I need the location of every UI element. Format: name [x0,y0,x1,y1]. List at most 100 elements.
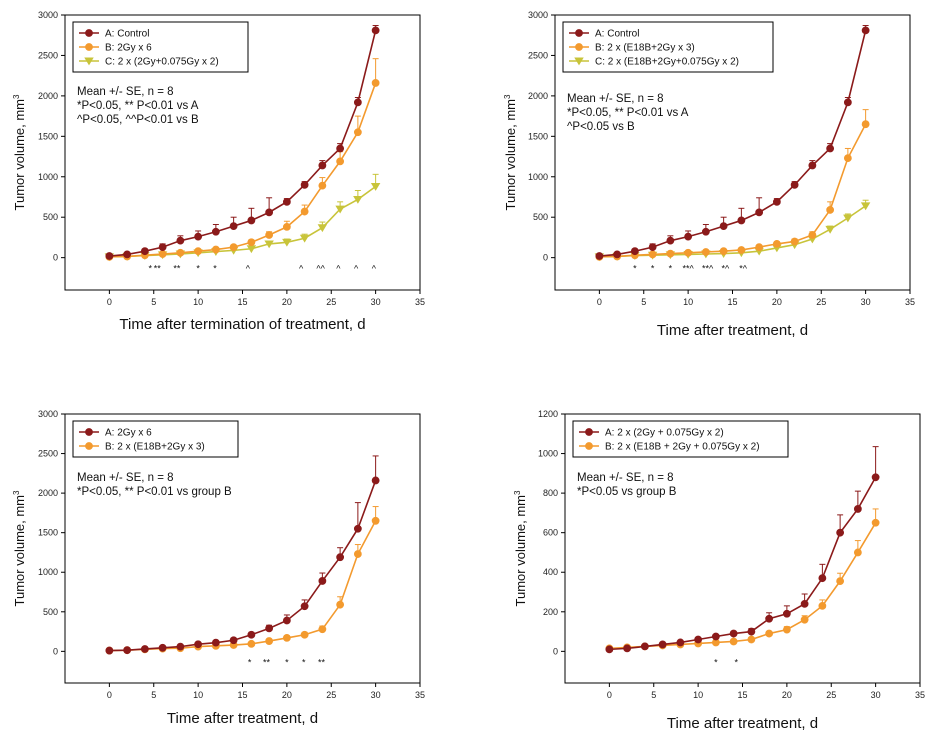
x-axis-label: Time after treatment, d [667,715,818,732]
stats-note: Mean +/- SE, n = 8 [77,472,174,484]
y-tick-label: 2500 [38,449,58,459]
data-point [158,643,167,652]
data-point [843,154,852,163]
data-point [176,248,185,257]
significance-mark: **^ [683,264,695,274]
significance-mark: ^^ [316,264,325,274]
data-point [630,247,639,256]
legend-marker [85,428,93,436]
y-tick-label: 1500 [528,131,548,141]
series-group [105,58,380,261]
y-tick-label: 0 [543,253,548,263]
stats-note: *P<0.05, ** P<0.01 vs A [77,100,199,112]
data-point [613,250,622,259]
data-point [282,616,291,625]
stats-note: ^P<0.05 vs B [567,121,635,133]
x-tick-label: 5 [151,297,156,307]
data-point [825,225,835,234]
data-point [684,232,693,241]
data-point [336,553,345,562]
data-point [790,180,799,189]
series-line [599,205,867,258]
y-tick-label: 1000 [38,172,58,182]
significance-mark: ^ [336,264,341,274]
significance-mark: **^ [702,264,714,274]
significance-mark: * [735,657,739,667]
y-axis-label: Tumor volume, mm3 [12,490,27,606]
data-point [818,574,827,583]
y-tick-label: 1500 [38,131,58,141]
data-point [711,632,720,641]
legend-entry-label: A: 2 x (2Gy + 0.075Gy x 2) [605,428,724,439]
x-tick-label: 25 [826,690,836,700]
data-point [353,195,363,204]
x-axis-label: Time after treatment, d [657,322,808,339]
significance-mark: * [248,657,252,667]
data-point [318,161,327,170]
y-tick-label: 3000 [528,10,548,20]
data-point [800,599,809,608]
data-point [371,79,380,87]
legend-entry-label: B: 2 x (E18B+2Gy x 3) [595,43,695,54]
data-point [336,600,345,609]
legend-entry-label: C: 2 x (E18B+2Gy+0.075Gy x 2) [595,57,739,68]
significance-mark: ** [263,657,271,667]
data-point [747,627,756,636]
x-tick-label: 15 [737,690,747,700]
data-point [265,624,274,633]
series-line [109,520,377,652]
stats-note: Mean +/- SE, n = 8 [567,93,664,105]
data-point [640,642,649,651]
data-point [701,227,710,236]
data-point [765,614,774,623]
x-tick-label: 30 [861,297,871,307]
series-group [605,446,880,654]
legend-marker [575,29,583,37]
legend-marker [85,442,93,450]
series-line [109,82,377,258]
legend-entry-label: A: Control [105,29,149,40]
x-tick-label: 0 [107,690,112,700]
stats-note: ^P<0.05, ^^P<0.01 vs B [77,114,199,126]
legend-marker [575,43,583,51]
legend-box [72,21,249,73]
data-point [247,639,256,648]
series-group [105,506,380,655]
series-line [609,476,877,651]
y-tick-label: 1000 [38,567,58,577]
x-axis-label: Time after treatment, d [167,710,318,727]
y-tick-label: 2000 [38,91,58,101]
x-tick-label: 35 [915,690,925,700]
data-point [318,577,327,585]
data-point [595,252,604,260]
data-point [371,26,380,35]
x-tick-label: 20 [772,297,782,307]
legend-entry-label: B: 2 x (E18B+2Gy x 3) [105,442,205,453]
x-tick-label: 15 [237,690,247,700]
data-point [729,629,738,638]
legend-marker [585,428,593,436]
data-point [353,550,362,558]
data-point [860,202,871,211]
data-point [335,205,345,214]
data-point [300,207,309,216]
data-point [648,250,657,259]
data-point [123,250,132,259]
significance-mark: ^ [246,264,251,274]
data-point [353,98,362,107]
data-point [666,236,675,245]
data-point [282,223,291,231]
data-point [158,250,167,258]
y-tick-label: 2500 [38,50,58,60]
legend-box [72,420,239,458]
data-point [666,249,675,258]
data-point [194,640,203,649]
data-point [247,630,256,639]
data-point [336,144,345,153]
data-point [176,642,185,651]
data-point [800,615,809,624]
data-point [694,635,703,644]
x-tick-label: 0 [597,297,602,307]
legend-entry-label: B: 2Gy x 6 [105,43,152,54]
